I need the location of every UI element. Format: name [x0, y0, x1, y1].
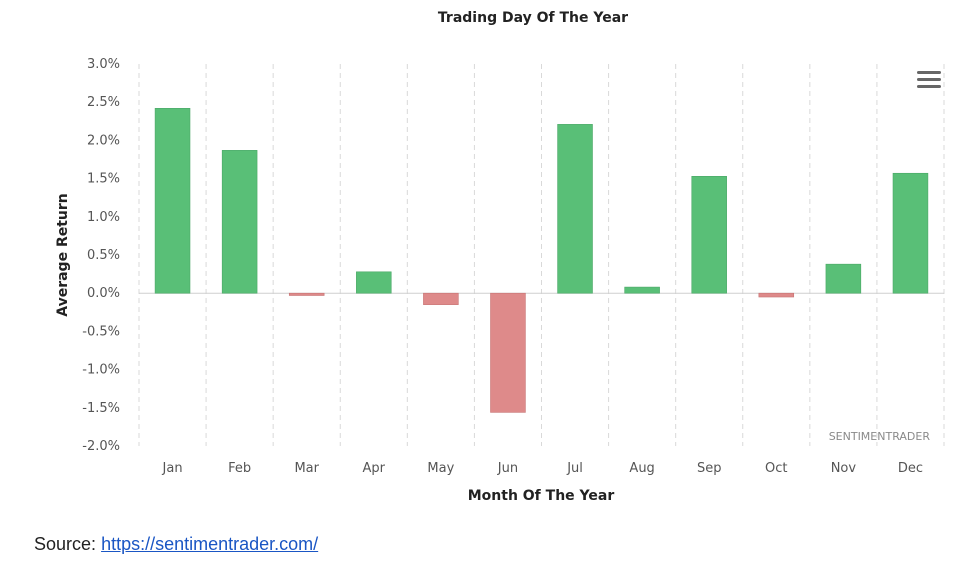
y-tick-label: -1.0%: [82, 363, 120, 378]
x-tick-label-aug: Aug: [629, 461, 654, 476]
bar-apr: [356, 271, 392, 294]
y-tick-label: -2.0%: [82, 439, 120, 454]
x-tick-label-jul: Jul: [566, 461, 583, 476]
bar-jan: [154, 108, 191, 294]
y-tick-label: 0.0%: [87, 286, 120, 301]
y-tick-label: 1.5%: [87, 172, 120, 187]
x-tick-label-feb: Feb: [228, 461, 251, 476]
y-tick-label: -0.5%: [82, 324, 120, 339]
y-axis-title: Average Return: [55, 193, 71, 317]
x-tick-label-jan: Jan: [162, 461, 183, 476]
source-link[interactable]: https://sentimentrader.com/: [101, 534, 319, 554]
bars: [154, 108, 929, 413]
bar-oct: [758, 292, 795, 298]
bar-mar: [288, 292, 325, 296]
bar-jun: [490, 292, 526, 413]
y-tick-label: 2.5%: [87, 95, 120, 110]
bar-nov: [825, 263, 862, 294]
x-tick-label-apr: Apr: [363, 461, 386, 476]
y-tick-label: 1.0%: [87, 210, 120, 225]
x-axis-title: Month Of The Year: [468, 488, 615, 504]
bar-aug: [624, 286, 660, 294]
grid: [138, 64, 945, 446]
x-tick-label-dec: Dec: [898, 461, 923, 476]
bar-jul: [557, 124, 593, 294]
x-tick-label-mar: Mar: [294, 461, 319, 476]
y-tick-label: 0.5%: [87, 248, 120, 263]
x-tick-label-may: May: [427, 461, 454, 476]
hamburger-menu-icon: [917, 71, 941, 74]
x-tick-label-oct: Oct: [765, 461, 787, 476]
x-tick-label-sep: Sep: [697, 461, 722, 476]
x-tick-label-nov: Nov: [831, 461, 857, 476]
y-axis-ticks: 3.0% 2.5% 2.0% 1.5% 1.0% 0.5% 0.0% -0.5% -1.0% -1…: [82, 57, 120, 454]
chart-menu-button[interactable]: [917, 71, 941, 91]
y-tick-label: -1.5%: [82, 401, 120, 416]
y-tick-label: 2.0%: [87, 133, 120, 148]
source-label: Source:: [34, 534, 97, 554]
x-axis-ticks: Jan Feb Mar Apr May Jun Jul Aug Sep Oct Nov Dec: [162, 461, 924, 476]
credit-label: SENTIMENTRADER: [829, 430, 931, 443]
bar-dec: [892, 172, 929, 294]
y-tick-label: 3.0%: [87, 57, 120, 72]
bar-may: [423, 292, 459, 305]
bar-feb: [221, 150, 258, 294]
chart: Trading Day Of The Year 3.0% 2.5% 2.0% 1.5%…: [55, 10, 945, 504]
bar-sep: [691, 176, 727, 294]
x-tick-label-jun: Jun: [497, 461, 518, 476]
chart-title: Trading Day Of The Year: [438, 10, 628, 26]
source-line: Source: https://sentimentrader.com/: [34, 534, 318, 555]
